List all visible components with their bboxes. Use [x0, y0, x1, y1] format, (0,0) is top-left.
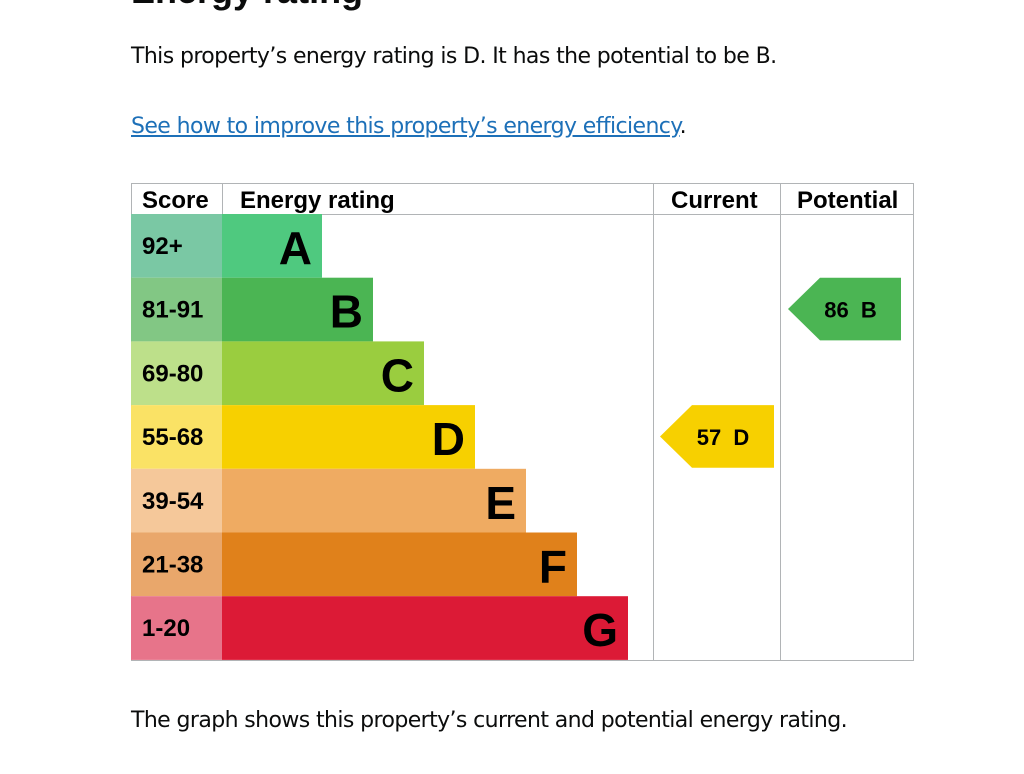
potential-rating-arrow	[788, 277, 901, 341]
band-bar-e	[222, 468, 526, 533]
improve-link[interactable]: See how to improve this property’s energ…	[131, 114, 680, 139]
improve-paragraph: See how to improve this property’s energ…	[131, 114, 687, 139]
score-cell	[131, 468, 222, 533]
link-suffix: .	[679, 114, 687, 139]
score-label: 69-80	[142, 360, 203, 387]
potential-rating-label: 86 B	[824, 298, 877, 323]
band-letter: E	[485, 477, 516, 529]
score-label: 81-91	[142, 297, 203, 324]
score-label: 92+	[142, 233, 183, 260]
band-letter: B	[330, 286, 363, 338]
band-bar-a	[222, 214, 322, 278]
band-bar-g	[222, 596, 628, 660]
score-cell	[131, 277, 222, 342]
band-bar-b	[222, 277, 373, 342]
score-label: 39-54	[142, 488, 204, 515]
current-rating-label: 57 D	[697, 425, 750, 450]
page-heading: Energy rating	[131, 0, 363, 12]
header-potential: Potential	[797, 187, 898, 214]
band-bar-c	[222, 341, 424, 406]
footer-text: The graph shows this property’s current …	[131, 708, 848, 733]
header-rating: Energy rating	[240, 187, 395, 214]
score-label: 1-20	[142, 615, 190, 642]
score-label: 55-68	[142, 424, 203, 451]
intro-text: This property’s energy rating is D. It h…	[131, 44, 777, 69]
band-bar-d	[222, 405, 475, 469]
band-letter: G	[582, 604, 618, 656]
score-cell	[131, 341, 222, 406]
band-bar-f	[222, 532, 577, 597]
band-letter: C	[381, 349, 414, 401]
score-label: 21-38	[142, 552, 203, 579]
current-rating-arrow	[660, 405, 774, 468]
band-letter: D	[432, 413, 465, 465]
score-cell	[131, 214, 222, 278]
score-cell	[131, 596, 222, 660]
header-score: Score	[142, 187, 209, 214]
band-letter: A	[279, 222, 312, 274]
band-letter: F	[539, 541, 567, 593]
header-current: Current	[671, 187, 758, 214]
score-cell	[131, 405, 222, 469]
score-cell	[131, 532, 222, 597]
